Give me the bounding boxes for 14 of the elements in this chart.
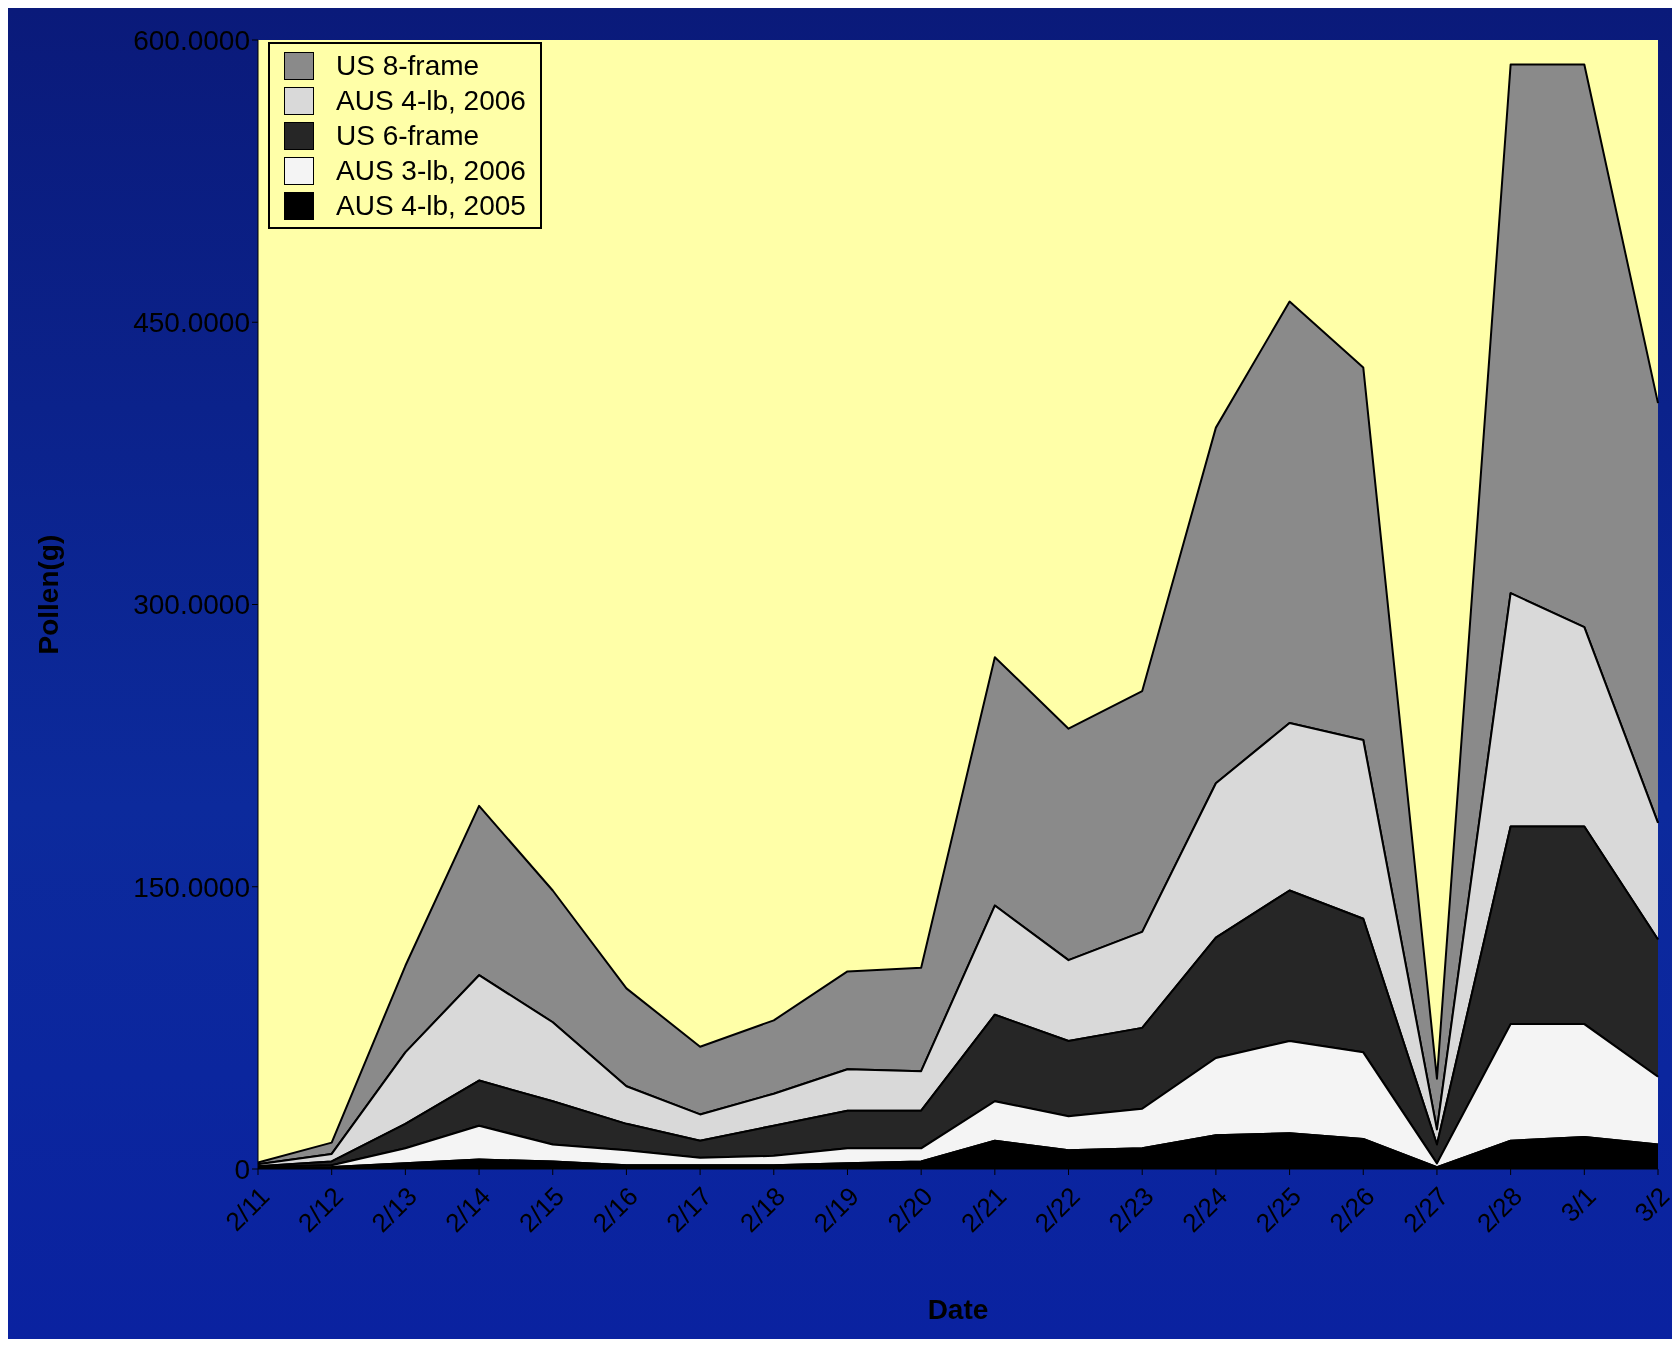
- legend-label: US 6-frame: [335, 119, 481, 153]
- y-tick-label: 450.0000: [133, 307, 250, 339]
- legend-label: AUS 4-lb, 2005: [335, 189, 526, 223]
- legend-label: US 8-frame: [335, 49, 481, 83]
- x-axis-title: Date: [927, 1294, 989, 1325]
- y-axis-title: Pollen(g): [32, 534, 64, 655]
- y-tick-label: 600.0000: [133, 24, 250, 56]
- x-tick-label: 2/21: [955, 1181, 1013, 1239]
- y-tick-label: 300.0000: [133, 589, 250, 621]
- y-tick-label: 150.0000: [133, 871, 250, 903]
- x-tick-label: 3/1: [1554, 1181, 1602, 1228]
- legend-label: AUS 3-lb, 2006: [335, 154, 526, 188]
- x-tick-label: 3/2: [1628, 1181, 1676, 1228]
- legend-label: AUS 4-lb, 2006: [335, 84, 526, 118]
